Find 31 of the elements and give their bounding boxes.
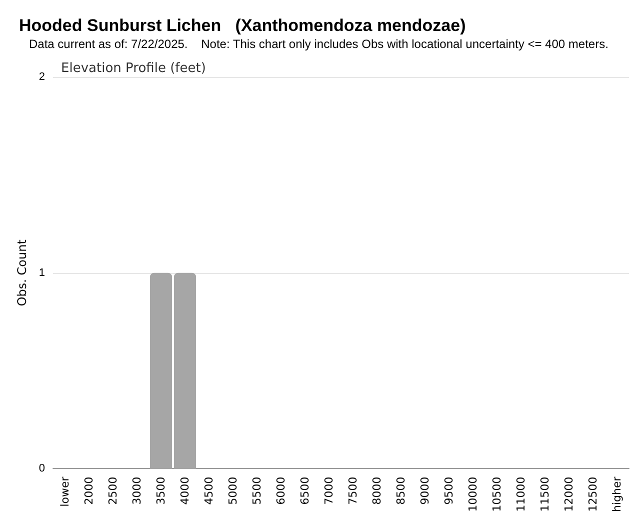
x-tick-label: lower <box>58 476 72 507</box>
x-tick-label: 9500 <box>442 476 456 505</box>
chart-subtitle: Data current as of: 7/22/2025. Note: This chart only includes Obs with locational uncertainty <= 400 meters. <box>29 37 608 51</box>
x-tick-label: 8000 <box>370 476 384 505</box>
y-tick-label: 0 <box>38 462 46 475</box>
x-tick-label: 6000 <box>274 476 288 505</box>
x-tick-label: 3000 <box>130 476 144 505</box>
x-tick-label: 5000 <box>226 476 240 505</box>
x-tick-label: 7500 <box>346 476 360 505</box>
x-tick-label: 11000 <box>514 476 528 512</box>
x-tick-label: 4500 <box>202 476 216 505</box>
x-tick-label: 4000 <box>178 476 192 505</box>
x-tick-label: 7000 <box>322 476 336 505</box>
chart-title: Hooded Sunburst Lichen (Xanthomendoza mendozae) <box>19 16 466 35</box>
x-tick-label: 12000 <box>562 476 576 512</box>
x-tick-label: 12500 <box>586 476 600 512</box>
x-tick-label: 10000 <box>466 476 480 512</box>
x-tick-label: higher <box>610 476 624 512</box>
x-tick-label: 5500 <box>250 476 264 505</box>
x-tick-label: 11500 <box>538 476 552 512</box>
x-tick-label: 3500 <box>154 476 168 505</box>
x-tick-label: 10500 <box>490 476 504 512</box>
x-tick-label: 9000 <box>418 476 432 505</box>
x-tick-label: 2500 <box>106 476 120 505</box>
y-tick-label: 1 <box>38 266 46 279</box>
x-tick-label: 2000 <box>82 476 96 505</box>
text: Elevation Profile (feet) <box>61 61 206 76</box>
y-axis-title: Obs. Count <box>15 239 29 306</box>
x-tick-label: 8500 <box>394 476 408 505</box>
y-tick-label: 2 <box>38 71 46 83</box>
x-tick-label: 6500 <box>298 476 312 505</box>
